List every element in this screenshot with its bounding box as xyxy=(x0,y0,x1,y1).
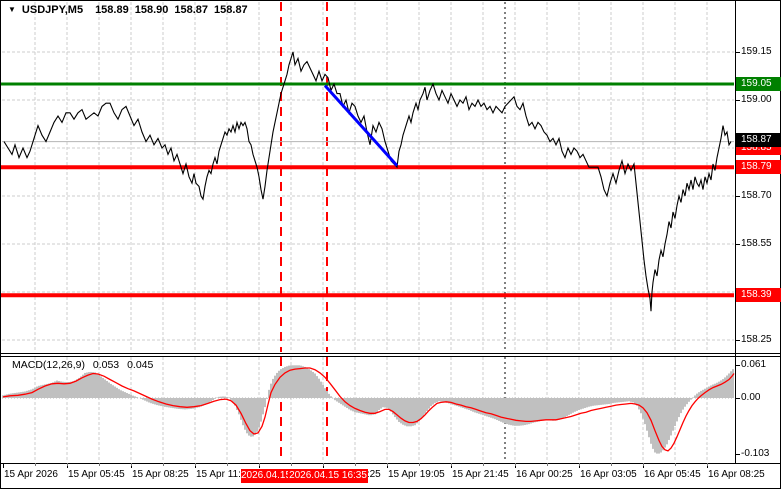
time-axis-label: 15 Apr 05:45 xyxy=(68,469,125,480)
time-axis-label: 16 Apr 00:25 xyxy=(516,469,573,480)
time-axis-label: 16 Apr 03:05 xyxy=(580,469,637,480)
price-badge: 158.79 xyxy=(736,160,781,174)
time-axis-label: 15 Apr 2026 xyxy=(4,469,58,480)
open-value: 158.89 xyxy=(95,4,129,16)
trend-line[interactable] xyxy=(323,84,399,167)
time-axis-label: 16 Apr 08:25 xyxy=(708,469,765,480)
low-value: 158.87 xyxy=(174,4,209,16)
price-badge: 158.39 xyxy=(736,288,781,302)
macd-signal-value: 0.045 xyxy=(127,359,154,371)
macd-signal-line xyxy=(2,367,735,452)
price-badge: 159.05 xyxy=(736,77,781,91)
time-axis-label: 15 Apr 08:25 xyxy=(132,469,189,480)
symbol-label: USDJPY,M5 xyxy=(21,4,84,16)
price-axis-label: 159.00 xyxy=(741,94,772,105)
macd-label: MACD(12,26,9) xyxy=(12,359,85,371)
time-axis-label: 15 Apr 19:05 xyxy=(388,469,445,480)
macd-axis-label: 0.061 xyxy=(741,359,767,370)
time-badge: 2026.04.15 16:35 xyxy=(288,469,368,483)
close-value: 158.87 xyxy=(214,4,248,16)
support-resistance-lines[interactable] xyxy=(1,82,734,298)
price-axis-label: 158.55 xyxy=(741,238,772,249)
price-line xyxy=(3,51,732,312)
time-axis-label: 16 Apr 05:45 xyxy=(644,469,701,480)
ohlc-values: 158.89 158.90 158.87 158.87 xyxy=(89,4,248,16)
macd-histogram xyxy=(2,365,734,454)
symbol-header: ▼ USDJPY,M5 158.89 158.90 158.87 158.87 xyxy=(8,4,248,16)
time-axis-label: 15 Apr 11:05 xyxy=(196,469,252,480)
axis-ticks xyxy=(3,52,740,468)
macd-axis-label: 0.00 xyxy=(741,392,761,403)
macd-axis-label: -0.103 xyxy=(741,448,770,459)
price-axis-label: 158.70 xyxy=(741,190,772,201)
price-badge: 158.87 xyxy=(736,133,781,147)
macd-header: MACD(12,26,9) 0.053 0.045 xyxy=(7,359,153,371)
time-badge: 2026.04.15 xyxy=(241,469,288,483)
chevron-down-icon[interactable]: ▼ xyxy=(8,5,16,14)
time-axis-label: 15 Apr 21:45 xyxy=(452,469,509,480)
high-value: 158.90 xyxy=(134,4,169,16)
price-axis-label: 158.25 xyxy=(741,334,772,345)
price-axis-label: 159.15 xyxy=(741,46,772,57)
macd-main-value: 0.053 xyxy=(92,359,120,371)
